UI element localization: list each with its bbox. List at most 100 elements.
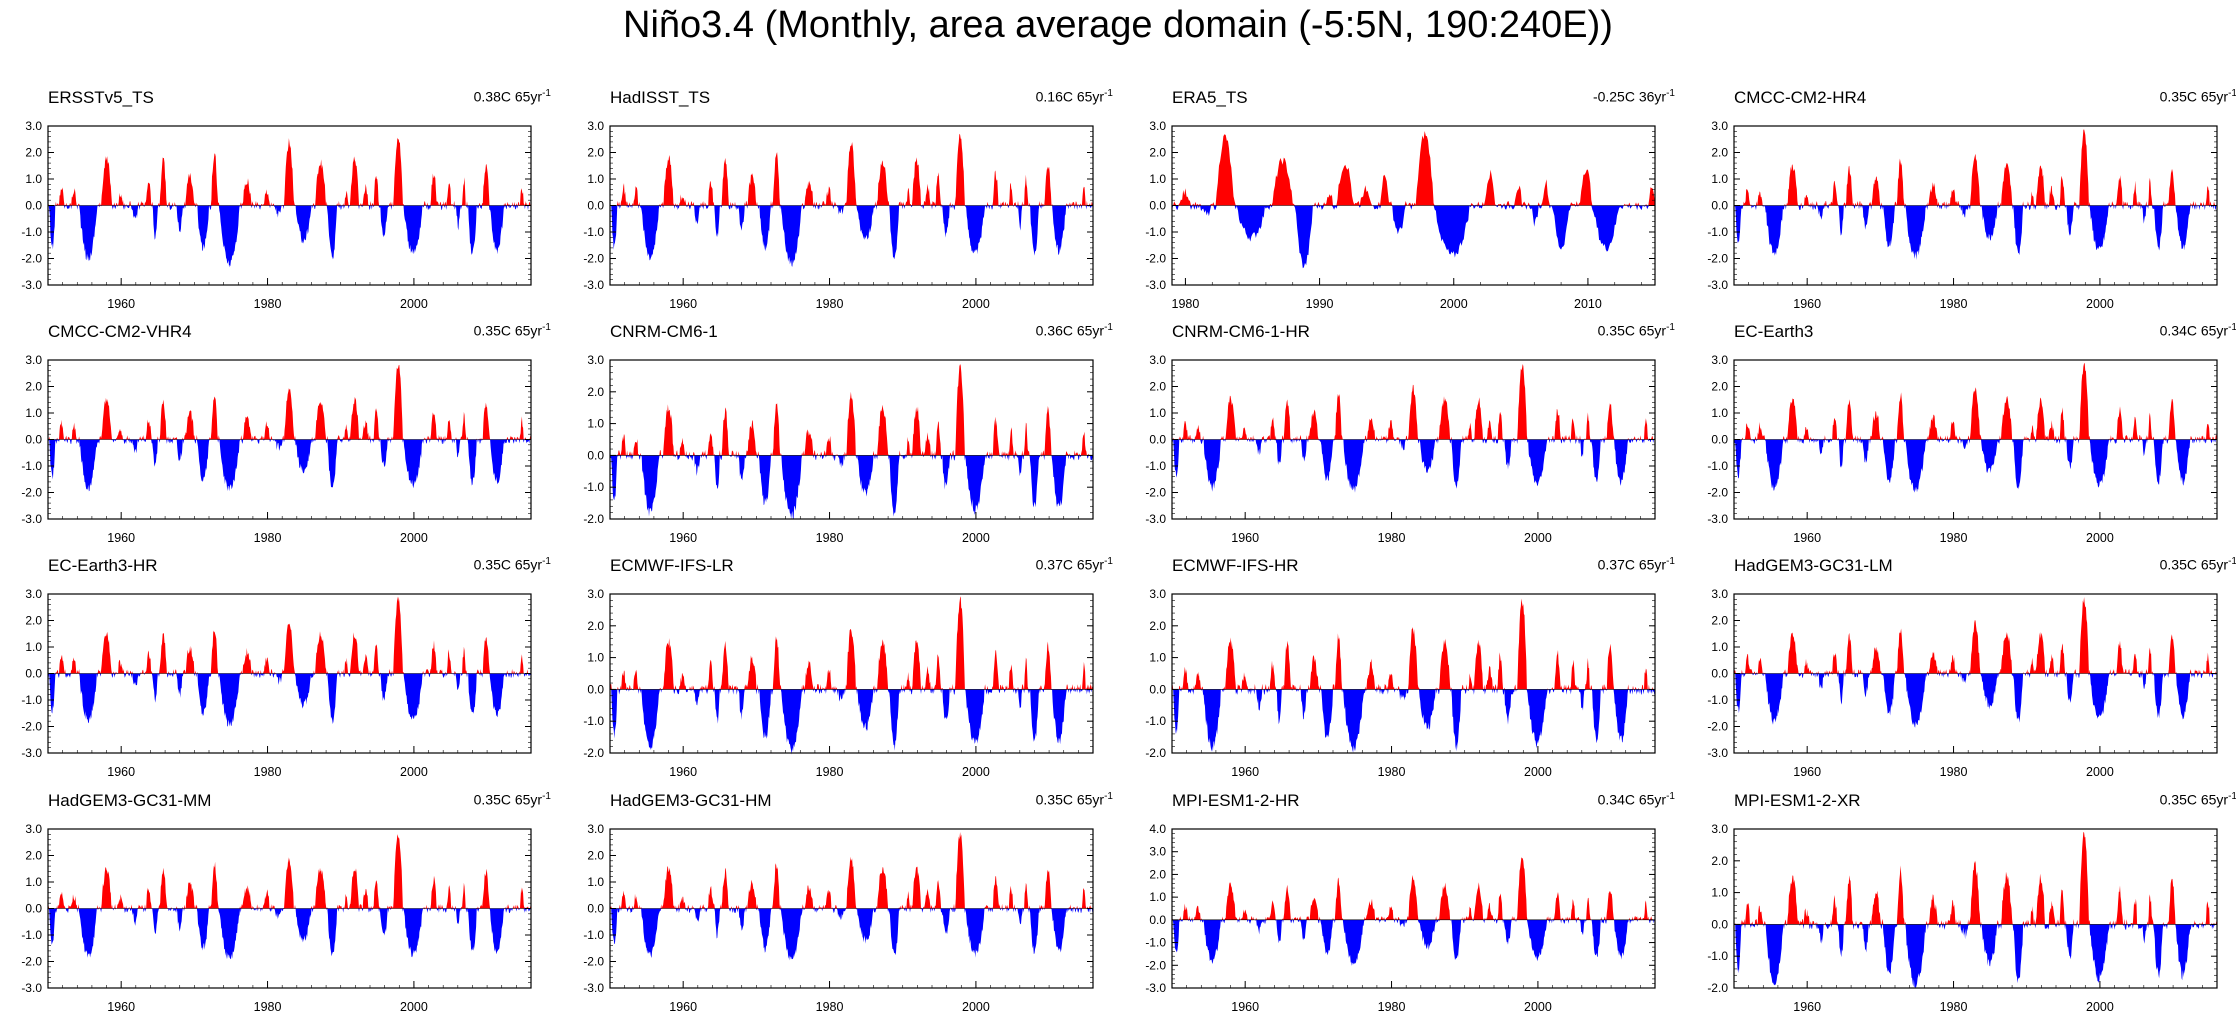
y-tick-label: 2.0 (1711, 854, 1728, 868)
x-tick-label: 1960 (107, 531, 135, 545)
x-tick-label: 1960 (1231, 765, 1259, 779)
chart-panel: ERA5_TS -0.25C 36yr-1 3.0 2.0 1.0 0.0 -1.0 -2.0… (1124, 88, 1683, 322)
y-tick-label: -1.0 (583, 928, 604, 942)
positive-anomaly-area (1172, 857, 1655, 920)
x-tick-label: 2000 (962, 1000, 990, 1014)
trend-value: 0.16C 65yr (1035, 88, 1105, 105)
chart-svg: 3.0 2.0 1.0 0.0 -1.0 -2.0 -3.0 1960 1980 2000 (21, 587, 532, 779)
trend-value: 0.35C 65yr (1035, 791, 1105, 808)
negative-anomaly-area (48, 673, 531, 727)
x-tick-label: 1980 (816, 297, 844, 311)
x-tick-label: 2000 (1440, 297, 1468, 311)
y-tick-label: -2.0 (21, 720, 42, 734)
chart-panel: CMCC-CM2-HR4 0.35C 65yr-1 3.0 2.0 1.0 0.0 -1.0… (1686, 88, 2236, 322)
y-tick-label: 2.0 (1149, 146, 1166, 160)
x-tick-label: 1980 (1378, 765, 1406, 779)
x-tick-label: 1960 (669, 1000, 697, 1014)
y-tick-label: 0.0 (25, 199, 42, 213)
y-tick-label: 0.0 (587, 682, 604, 696)
positive-anomaly-area (48, 137, 531, 206)
trend-exponent: -1 (2228, 88, 2236, 99)
y-tick-label: 1.0 (587, 417, 604, 431)
x-tick-label: 1960 (107, 297, 135, 311)
negative-anomaly-area (1172, 205, 1655, 269)
plot-frame (1171, 593, 1656, 754)
y-tick-label: 2.0 (25, 849, 42, 863)
positive-anomaly-area (1172, 364, 1655, 440)
y-tick-label: 1.0 (587, 875, 604, 889)
trend-label: 0.36C 65yr-1 (1036, 322, 1113, 339)
y-tick-label: -1.0 (21, 693, 42, 707)
x-tick-label: 2010 (1574, 297, 1602, 311)
x-tick-label: 1960 (107, 765, 135, 779)
trend-value: 0.36C 65yr (1035, 322, 1105, 339)
x-tick-label: 1980 (816, 1000, 844, 1014)
chart-panel: ERSSTv5_TS 0.38C 65yr-1 3.0 2.0 1.0 0.0 -1.0 -2… (0, 88, 559, 322)
positive-anomaly-area (1734, 831, 2217, 925)
positive-anomaly-area (1734, 129, 2217, 206)
x-tick-label: 2000 (400, 1000, 428, 1014)
y-tick-label: 2.0 (25, 614, 42, 628)
y-tick-label: 2.0 (1711, 380, 1728, 394)
x-tick-label: 1980 (1172, 297, 1200, 311)
chart-svg: 3.0 2.0 1.0 0.0 -1.0 -2.0 1960 1980 2000 (583, 353, 1094, 545)
chart-svg: 4.0 3.0 2.0 1.0 0.0 -1.0 -2.0 -3.0 1960 1980 2000 (1145, 822, 1656, 1014)
y-tick-label: -1.0 (1145, 936, 1166, 950)
x-tick-label: 2000 (962, 531, 990, 545)
trend-value: 0.34C 65yr (1597, 791, 1667, 808)
y-tick-label: -2.0 (1145, 746, 1166, 760)
trend-label: 0.35C 65yr-1 (2160, 88, 2236, 105)
y-tick-label: 0.0 (1711, 667, 1728, 681)
panel-title: CNRM-CM6-1 (610, 322, 718, 341)
chart-svg: 3.0 2.0 1.0 0.0 -1.0 -2.0 -3.0 1960 1980 2000 (583, 119, 1094, 311)
figure-title: Niño3.4 (Monthly, area average domain (-… (623, 4, 1613, 46)
y-tick-label: 3.0 (1149, 119, 1166, 133)
y-tick-label: 2.0 (1149, 380, 1166, 394)
y-tick-label: 3.0 (587, 587, 604, 601)
positive-anomaly-area (610, 133, 1093, 206)
panel-title: HadGEM3-GC31-MM (48, 791, 212, 810)
y-tick-label: 3.0 (1711, 353, 1728, 367)
plot-frame (609, 593, 1094, 754)
trend-exponent: -1 (1666, 556, 1675, 567)
y-tick-label: -3.0 (1145, 278, 1166, 292)
chart-svg: 3.0 2.0 1.0 0.0 -1.0 -2.0 1960 1980 2000 (1145, 587, 1656, 779)
y-tick-label: 1.0 (1149, 890, 1166, 904)
positive-anomaly-area (610, 364, 1093, 456)
x-tick-label: 2000 (400, 531, 428, 545)
trend-exponent: -1 (542, 88, 551, 99)
y-tick-label: 3.0 (25, 119, 42, 133)
trend-label: 0.35C 65yr-1 (2160, 556, 2236, 573)
x-tick-label: 2000 (962, 297, 990, 311)
y-tick-label: 2.0 (1711, 614, 1728, 628)
y-tick-label: 3.0 (587, 353, 604, 367)
y-tick-label: -1.0 (583, 480, 604, 494)
chart-svg: 3.0 2.0 1.0 0.0 -1.0 -2.0 -3.0 1960 1980 2000 (1707, 119, 2218, 311)
y-tick-label: -2.0 (1145, 958, 1166, 972)
x-tick-label: 1960 (1793, 531, 1821, 545)
trend-value: 0.35C 65yr (2159, 791, 2229, 808)
y-tick-label: 0.0 (1149, 682, 1166, 696)
x-tick-label: 1980 (816, 531, 844, 545)
trend-value: 0.34C 65yr (2159, 322, 2229, 339)
x-tick-label: 1980 (1940, 531, 1968, 545)
panel-title: EC-Earth3 (1734, 322, 1814, 341)
chart-svg: 3.0 2.0 1.0 0.0 -1.0 -2.0 1960 1980 2000 (583, 587, 1094, 779)
trend-label: 0.38C 65yr-1 (474, 88, 551, 105)
trend-exponent: -1 (1666, 88, 1675, 99)
trend-label: 0.35C 65yr-1 (474, 322, 551, 339)
trend-label: 0.34C 65yr-1 (1598, 791, 1675, 808)
y-tick-label: -3.0 (21, 512, 42, 526)
negative-anomaly-area (610, 908, 1093, 961)
chart-panel: MPI-ESM1-2-HR 0.34C 65yr-1 4.0 3.0 2.0 1.0 0.0… (1124, 791, 1683, 1025)
y-tick-label: 0.0 (587, 902, 604, 916)
plot-frame (609, 359, 1094, 520)
panel-title: ERSSTv5_TS (48, 88, 154, 107)
x-tick-label: 2000 (962, 765, 990, 779)
chart-panel: ECMWF-IFS-HR 0.37C 65yr-1 3.0 2.0 1.0 0.0 -1.0… (1124, 556, 1683, 790)
trend-exponent: -1 (542, 556, 551, 567)
trend-exponent: -1 (2228, 556, 2236, 567)
y-tick-label: 0.0 (1711, 917, 1728, 931)
negative-anomaly-area (1734, 439, 2217, 493)
x-tick-label: 1960 (107, 1000, 135, 1014)
